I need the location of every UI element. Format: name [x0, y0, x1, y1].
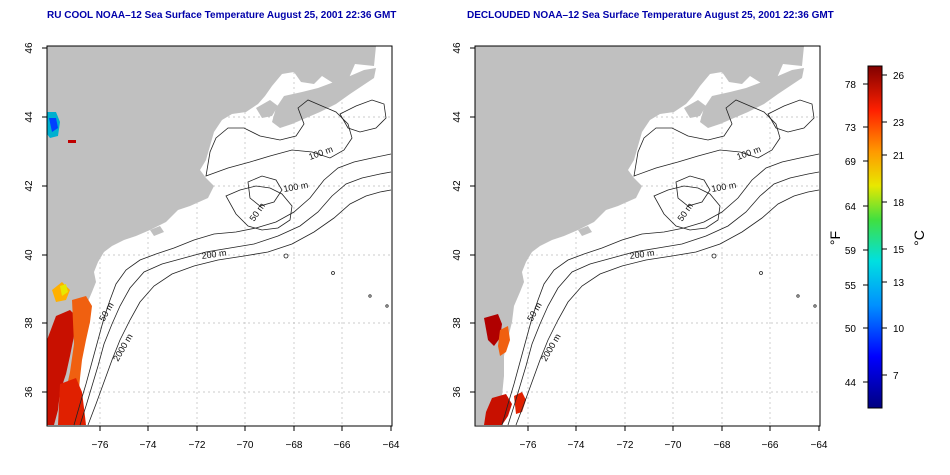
x-tick-label: −68 [714, 440, 731, 451]
y-tick-labels: 46 44 42 40 38 36 [24, 42, 35, 398]
fahrenheit-ticks [863, 83, 868, 383]
grid-lines [476, 47, 819, 425]
fahrenheit-tick-label: 64 [845, 202, 857, 213]
x-tick-label: −70 [665, 440, 682, 451]
fahrenheit-tick-label: 73 [845, 123, 857, 134]
colorbar-gradient [867, 65, 883, 409]
celsius-tick-label: 7 [893, 371, 899, 382]
y-tick-labels: 46 44 42 40 38 36 [452, 42, 463, 398]
fahrenheit-tick-label: 44 [845, 378, 857, 389]
celsius-tick-label: 26 [893, 71, 905, 82]
y-tick-label: 44 [452, 111, 463, 123]
celsius-tick-label: 13 [893, 278, 905, 289]
sst-data [47, 112, 92, 425]
celsius-ticks [882, 74, 887, 376]
x-axis [527, 426, 820, 431]
y-axis [42, 47, 47, 393]
fahrenheit-tick-label: 59 [845, 246, 857, 257]
x-tick-label: −64 [811, 440, 828, 451]
fahrenheit-unit-label: °F [827, 231, 843, 245]
x-tick-label: −74 [140, 440, 157, 451]
x-axis [99, 426, 392, 431]
celsius-tick-label: 18 [893, 198, 905, 209]
x-tick-label: −66 [762, 440, 779, 451]
y-tick-label: 36 [24, 386, 35, 398]
x-tick-label: −70 [237, 440, 254, 451]
y-tick-label: 46 [452, 42, 463, 54]
fahrenheit-tick-label: 55 [845, 281, 857, 292]
grid-lines [48, 47, 391, 425]
temperature-colorbar: 78 73 69 64 59 55 50 44 26 23 21 18 15 1… [827, 65, 927, 409]
land [475, 46, 804, 425]
y-tick-label: 42 [452, 180, 463, 192]
fahrenheit-tick-label: 69 [845, 157, 857, 168]
y-tick-label: 44 [24, 111, 35, 123]
y-tick-label: 42 [24, 180, 35, 192]
right-map-title: DECLOUDED NOAA–12 Sea Surface Temperatur… [467, 10, 834, 21]
x-tick-label: −72 [189, 440, 206, 451]
y-tick-label: 38 [24, 317, 35, 329]
fahrenheit-tick-labels: 78 73 69 64 59 55 50 44 [845, 80, 857, 389]
left-map-title: RU COOL NOAA–12 Sea Surface Temperature … [47, 10, 397, 21]
celsius-tick-label: 23 [893, 118, 905, 129]
x-tick-label: −68 [286, 440, 303, 451]
x-tick-labels: −76 −74 −72 −70 −68 −66 −64 [92, 440, 400, 451]
x-tick-label: −76 [92, 440, 109, 451]
contour-label-100m-central: 100 m [283, 180, 309, 194]
fahrenheit-tick-label: 78 [845, 80, 857, 91]
fahrenheit-tick-label: 50 [845, 324, 857, 335]
left-map-panel: 100 m 100 m 50 m 200 m 50 m 2000 m −76 −… [24, 42, 400, 451]
land [47, 46, 376, 425]
y-tick-label: 36 [452, 386, 463, 398]
x-tick-label: −74 [568, 440, 585, 451]
celsius-tick-label: 15 [893, 245, 905, 256]
bathymetry-contours [73, 99, 392, 426]
right-map-panel: 100 m 100 m 50 m 200 m 50 m 2000 m −76 −… [452, 42, 828, 451]
x-tick-label: −66 [334, 440, 351, 451]
y-tick-label: 38 [452, 317, 463, 329]
x-tick-label: −76 [520, 440, 537, 451]
contour-label-200m: 200 m [629, 248, 655, 261]
celsius-tick-labels: 26 23 21 18 15 13 10 7 [893, 71, 905, 382]
y-axis [470, 47, 475, 393]
x-tick-label: −64 [383, 440, 400, 451]
map-frame [474, 45, 821, 427]
map-frame [46, 45, 393, 427]
celsius-unit-label: °C [911, 230, 927, 246]
sst-data [484, 314, 526, 425]
x-tick-labels: −76 −74 −72 −70 −68 −66 −64 [520, 440, 828, 451]
y-tick-label: 46 [24, 42, 35, 54]
celsius-tick-label: 10 [893, 324, 905, 335]
contour-label-100m-central: 100 m [711, 180, 737, 194]
bathymetry-contours [501, 99, 820, 426]
celsius-tick-label: 21 [893, 151, 905, 162]
y-tick-label: 40 [24, 249, 35, 261]
contour-label-200m: 200 m [201, 248, 227, 261]
x-tick-label: −72 [617, 440, 634, 451]
y-tick-label: 40 [452, 249, 463, 261]
